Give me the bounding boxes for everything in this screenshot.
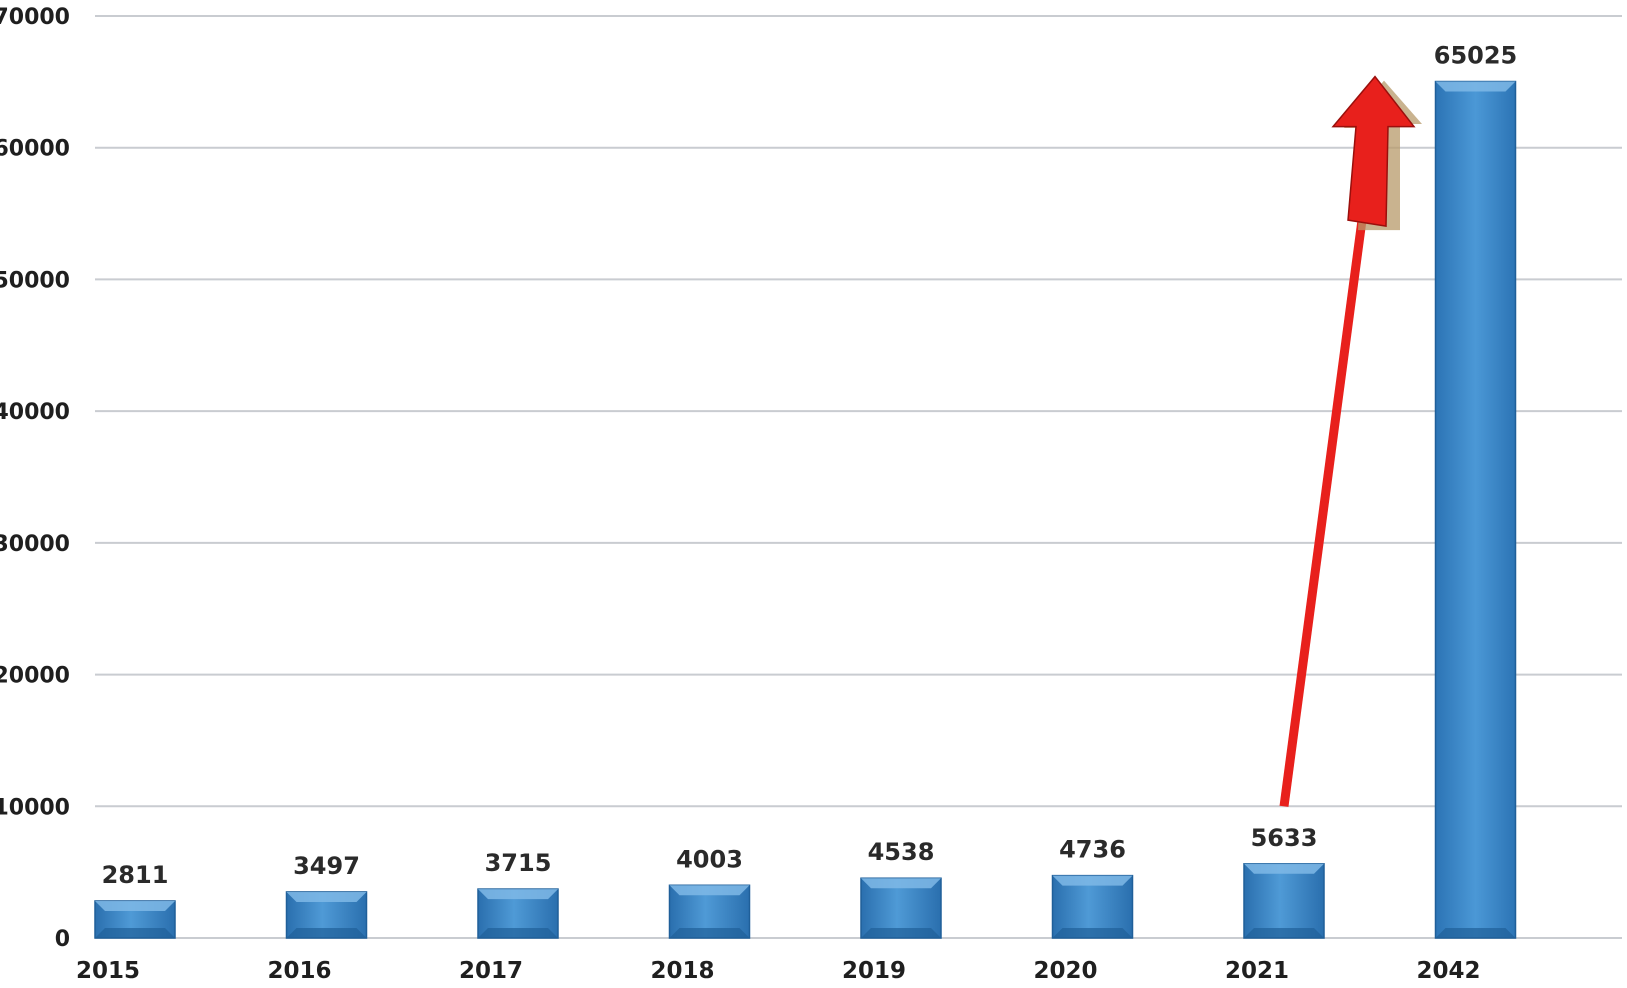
arrow-head xyxy=(1331,75,1416,228)
bar-bevel-bottom xyxy=(95,928,175,938)
bar-2020 xyxy=(1051,874,1134,939)
bar-bevel-top xyxy=(861,878,941,889)
x-category-label: 2018 xyxy=(650,958,714,984)
x-category-label: 2019 xyxy=(842,958,906,984)
y-tick-label: 70000 xyxy=(0,5,70,30)
x-category-label: 2020 xyxy=(1033,958,1097,984)
bar-bevel-bottom xyxy=(1435,928,1516,938)
data-label: 3497 xyxy=(293,852,360,880)
bar-bevel-top xyxy=(95,900,175,911)
data-label: 2811 xyxy=(102,861,169,889)
y-axis-tick-labels: 0 10000 20000 30000 40000 50000 60000 70000 xyxy=(0,5,70,952)
bar-2016 xyxy=(285,891,368,939)
bar-2017 xyxy=(477,888,559,939)
bar-2015 xyxy=(94,900,176,939)
data-label: 3715 xyxy=(485,849,552,877)
data-label: 4003 xyxy=(676,845,743,873)
bar-bevel-bottom xyxy=(286,928,367,938)
bar-bevel-top xyxy=(286,891,367,902)
x-category-label: 2021 xyxy=(1225,958,1289,984)
bar-bevel-bottom xyxy=(1244,928,1324,938)
bar-2019 xyxy=(860,877,942,939)
bar-bevel-top xyxy=(1244,863,1324,874)
x-category-label: 2015 xyxy=(76,958,140,984)
bar-bevel-top xyxy=(1052,875,1133,886)
data-label: 5633 xyxy=(1251,824,1318,852)
bar-2021 xyxy=(1243,863,1325,939)
data-label: 4736 xyxy=(1059,836,1126,864)
bar-2018 xyxy=(668,884,751,939)
bar-rect xyxy=(1243,863,1325,939)
arrow-shaft xyxy=(1279,219,1367,807)
bar-bevel-bottom xyxy=(669,928,750,938)
y-tick-label: 30000 xyxy=(0,532,70,557)
bar-2042 xyxy=(1434,80,1517,939)
x-category-label: 2017 xyxy=(459,958,523,984)
y-tick-label: 50000 xyxy=(0,268,70,293)
bar-bevel-top xyxy=(1435,81,1516,92)
x-axis-category-labels: 2015 2016 2017 2018 2019 2020 2021 2042 xyxy=(76,958,1481,984)
gridlines xyxy=(95,15,1622,939)
data-label: 4538 xyxy=(868,838,935,866)
y-tick-label: 0 xyxy=(55,927,70,952)
data-labels: 2811 3497 3715 4003 4538 4736 5633 65025 xyxy=(102,42,1518,889)
bar-bevel-bottom xyxy=(861,928,941,938)
bar-bevel-bottom xyxy=(478,928,558,938)
x-category-label: 2016 xyxy=(267,958,331,984)
x-category-label: 2042 xyxy=(1416,958,1480,984)
bar-rect xyxy=(1434,80,1517,939)
growth-arrow-annotation xyxy=(1279,75,1422,807)
bar-bevel-top xyxy=(669,885,750,896)
bar-bevel-top xyxy=(478,889,558,900)
y-tick-label: 20000 xyxy=(0,664,70,689)
y-tick-label: 60000 xyxy=(0,137,70,162)
y-tick-label: 10000 xyxy=(0,795,70,820)
data-label: 65025 xyxy=(1434,42,1518,70)
bar-bevel-bottom xyxy=(1052,928,1133,938)
bars xyxy=(94,80,1517,939)
y-tick-label: 40000 xyxy=(0,400,70,425)
